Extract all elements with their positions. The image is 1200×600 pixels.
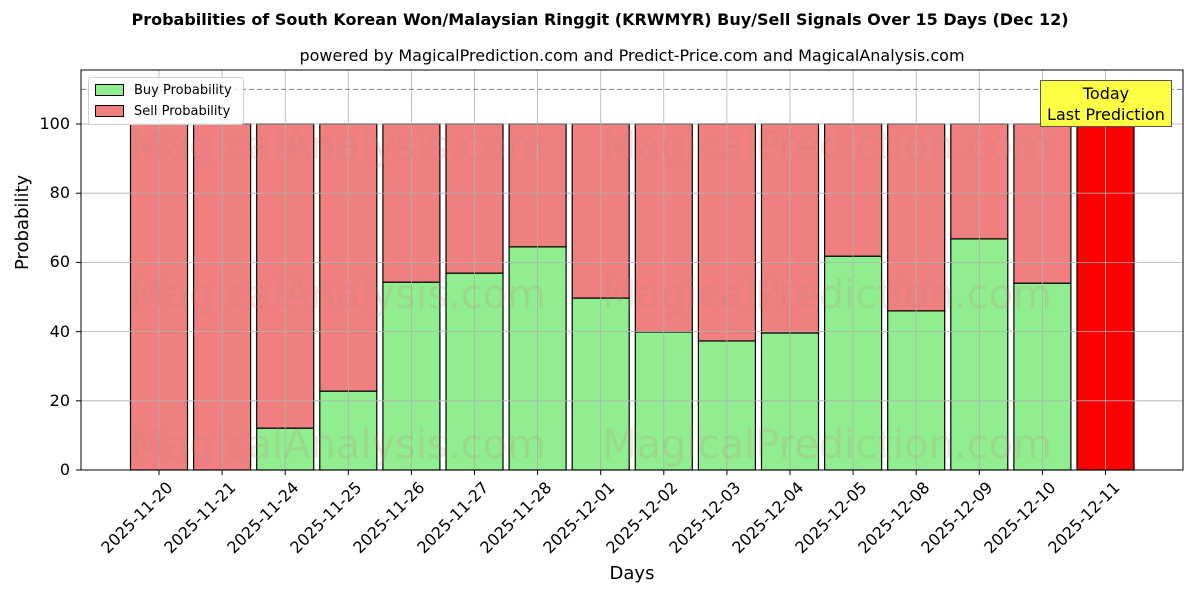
watermark-text: MagicalAnalysis.com [130,272,547,318]
y-tick-label: 80 [49,183,70,203]
y-tick-label: 40 [49,321,70,341]
watermark-text: MagicalPrediction.com [602,272,1052,318]
chart-subtitle: powered by MagicalPrediction.com and Pre… [299,46,965,65]
x-axis-label: Days [609,563,655,584]
watermark-text: MagicalPrediction.com [602,422,1052,468]
y-tick-label: 0 [59,460,70,479]
legend-sell-label: Sell Probability [134,103,231,119]
y-tick-label: 20 [49,390,70,410]
legend-item-buy: Buy Probability [95,81,232,99]
sell-swatch-icon [95,105,124,117]
chart-title: Probabilities of South Korean Won/Malays… [131,10,1069,29]
watermark-text: MagicalPrediction.com [602,123,1052,169]
legend: Buy Probability Sell Probability [88,77,244,125]
today-annotation-line2: Last Prediction [1047,105,1165,124]
y-tick-label: 100 [39,114,70,133]
buy-swatch-icon [95,84,124,96]
watermark-text: MagicalAnalysis.com [130,422,547,468]
watermark-text: MagicalAnalysis.com [130,123,547,169]
today-annotation-line1: Today [1082,84,1130,103]
legend-buy-label: Buy Probability [134,82,232,98]
today-annotation: Today Last Prediction [1040,80,1172,127]
y-tick-label: 60 [49,252,70,272]
legend-item-sell: Sell Probability [95,102,230,120]
